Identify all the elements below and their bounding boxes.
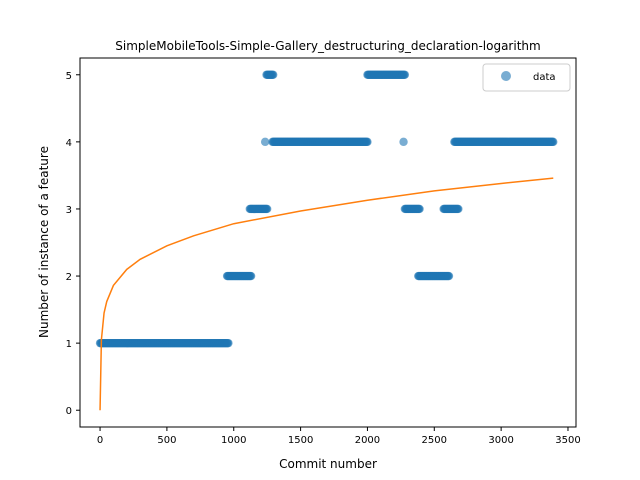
data-point [262,204,272,214]
legend: data [482,63,571,92]
plot-frame [79,57,577,428]
x-axis-ticks: 0 500 1000 1500 2000 2500 3000 3500 [97,427,581,446]
legend-box [482,63,571,92]
y-axis-label: Number of instance of a feature [37,146,51,338]
legend-marker-data [501,71,511,81]
data-point [549,137,558,147]
y-tick-label: 2 [66,272,72,283]
y-tick-label: 0 [66,406,72,417]
x-tick-label: 1500 [288,435,313,446]
data-point [400,70,410,79]
data-point [399,137,408,147]
data-point [415,204,424,214]
x-axis-label: Commit number [279,457,377,471]
data-point [363,137,372,147]
data-point [224,338,233,348]
chart-title: SimpleMobileTools-Simple-Gallery_destruc… [115,39,540,53]
fit-line [99,177,554,411]
x-tick-label: 2000 [355,435,380,446]
y-tick-label: 3 [66,205,72,216]
x-tick-label: 3000 [488,435,513,446]
data-point [444,271,454,281]
data-point [246,271,256,281]
y-tick-label: 5 [66,71,72,82]
legend-label-data: data [533,72,556,83]
x-tick-label: 3500 [555,435,580,446]
y-tick-label: 1 [66,339,72,350]
x-tick-label: 500 [157,435,176,446]
y-axis-ticks: 0 1 2 3 4 5 [66,71,80,417]
data-point [454,204,463,214]
x-tick-label: 1000 [221,435,246,446]
x-tick-label: 2500 [422,435,447,446]
data-point [268,70,278,79]
x-tick-label: 0 [97,435,103,446]
plot-area [95,70,558,411]
data-point [260,137,270,147]
y-tick-label: 4 [66,138,72,149]
